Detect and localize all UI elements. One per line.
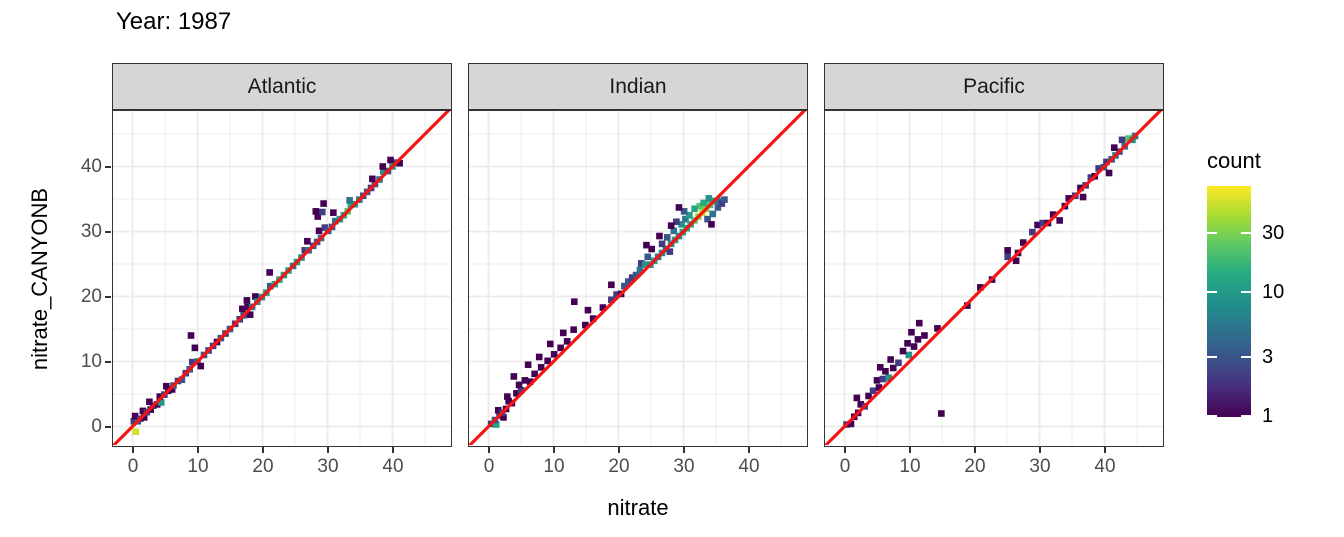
x-tick-label: 20 xyxy=(964,456,986,477)
plot-title: Year: 1987 xyxy=(116,8,232,35)
x-tick-label: 40 xyxy=(738,456,760,477)
x-tick-mark xyxy=(197,447,199,453)
facet-strip-indian: Indian xyxy=(468,63,808,110)
x-tick-mark xyxy=(262,447,264,453)
x-tick-mark xyxy=(748,447,750,453)
y-tick-mark xyxy=(105,361,111,363)
x-tick-label: 40 xyxy=(1094,456,1116,477)
y-tick-label: 20 xyxy=(80,286,102,307)
x-tick-label: 20 xyxy=(608,456,630,477)
legend-tick-mark xyxy=(1207,231,1217,234)
y-tick-label: 30 xyxy=(80,221,102,242)
facet-panel-pacific xyxy=(824,110,1164,447)
x-tick-mark xyxy=(327,447,329,453)
x-tick-mark xyxy=(683,447,685,453)
x-tick-label: 10 xyxy=(543,456,565,477)
x-tick-label: 10 xyxy=(187,456,209,477)
legend-tick-mark xyxy=(1207,355,1217,358)
legend-title: count xyxy=(1207,148,1261,173)
y-tick-mark xyxy=(105,166,111,168)
legend-colorbar xyxy=(1207,186,1251,417)
x-tick-label: 0 xyxy=(839,456,851,477)
x-tick-label: 0 xyxy=(483,456,495,477)
x-tick-label: 20 xyxy=(252,456,274,477)
facet-panel-atlantic xyxy=(112,110,452,447)
x-tick-mark xyxy=(618,447,620,453)
legend-tick-mark xyxy=(1241,291,1251,294)
legend-tick-mark xyxy=(1207,415,1217,418)
legend-tick-label: 1 xyxy=(1262,405,1274,428)
x-tick-label: 40 xyxy=(382,456,404,477)
x-tick-label: 30 xyxy=(1029,456,1051,477)
facet-strip-pacific: Pacific xyxy=(824,63,1164,110)
legend-tick-mark xyxy=(1207,291,1217,294)
x-tick-mark xyxy=(1104,447,1106,453)
x-tick-label: 30 xyxy=(673,456,695,477)
y-tick-mark xyxy=(105,296,111,298)
legend-tick-label: 10 xyxy=(1262,281,1285,304)
legend-tick-mark xyxy=(1241,415,1251,418)
y-tick-label: 0 xyxy=(91,416,102,437)
y-tick-mark xyxy=(105,231,111,233)
facet-strip-label: Indian xyxy=(609,74,667,98)
x-tick-mark xyxy=(132,447,134,453)
legend-tick-mark xyxy=(1241,231,1251,234)
x-tick-mark xyxy=(844,447,846,453)
facet-strip-atlantic: Atlantic xyxy=(112,63,452,110)
x-tick-mark xyxy=(974,447,976,453)
legend-tick-label: 3 xyxy=(1262,345,1274,368)
x-tick-label: 30 xyxy=(317,456,339,477)
x-tick-mark xyxy=(488,447,490,453)
x-axis-title: nitrate xyxy=(607,495,669,520)
legend-tick-mark xyxy=(1241,355,1251,358)
x-tick-mark xyxy=(1039,447,1041,453)
y-tick-mark xyxy=(105,426,111,428)
facet-strip-label: Atlantic xyxy=(247,74,317,98)
x-tick-mark xyxy=(909,447,911,453)
y-tick-label: 10 xyxy=(80,351,102,372)
y-tick-label: 40 xyxy=(80,156,102,177)
x-tick-mark xyxy=(553,447,555,453)
facet-panel-indian xyxy=(468,110,808,447)
facet-strip-label: Pacific xyxy=(963,74,1025,98)
x-tick-mark xyxy=(392,447,394,453)
legend-tick-label: 30 xyxy=(1262,221,1285,244)
x-tick-label: 10 xyxy=(899,456,921,477)
x-tick-label: 0 xyxy=(127,456,139,477)
y-axis-title: nitrate_CANYONB xyxy=(27,187,52,371)
